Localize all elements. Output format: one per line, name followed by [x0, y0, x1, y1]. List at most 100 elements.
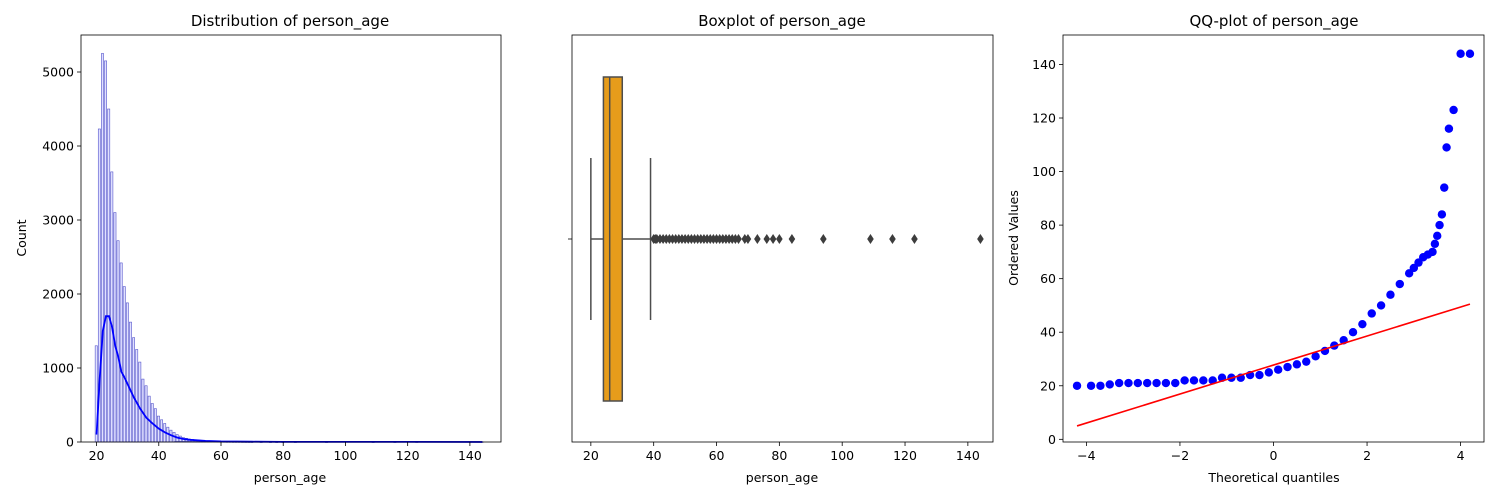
panel-distribution: Distribution of person_age 20 40 60 80 100 12…	[14, 12, 502, 485]
outlier-marker	[867, 234, 874, 244]
x-axis-label: Theoretical quantiles	[1207, 470, 1339, 485]
histogram-bar	[101, 53, 104, 443]
outlier-marker	[820, 234, 827, 244]
x-tick-label: −4	[1077, 448, 1095, 463]
y-axis-label: Count	[14, 219, 29, 256]
x-tick-label: 60	[213, 448, 229, 463]
y-tick-label: 140	[1032, 57, 1056, 72]
axes-frame	[80, 34, 502, 443]
qq-point	[1072, 381, 1082, 390]
histogram-bar	[132, 337, 135, 443]
qq-point	[1437, 210, 1447, 219]
histogram-bar	[144, 385, 148, 443]
qq-point	[1105, 380, 1114, 389]
panel-boxplot: Boxplot of person_age 20 40 60 80 100 120 140 …	[568, 12, 994, 485]
qq-point	[1199, 376, 1208, 385]
qq-point	[1433, 231, 1442, 241]
qq-point	[1292, 360, 1302, 369]
qq-point	[1386, 290, 1395, 299]
x-tick-label: −2	[1171, 448, 1189, 463]
histogram-bar	[122, 286, 126, 443]
y-tick-label: 20	[1040, 378, 1056, 393]
outlier-marker	[788, 234, 796, 244]
y-tick-label: 4000	[42, 139, 74, 154]
qq-point	[1348, 328, 1358, 337]
outlier-marker	[763, 234, 771, 244]
outlier-marker	[889, 234, 896, 244]
histogram-bar	[104, 60, 107, 443]
y-tick-label: 60	[1040, 271, 1056, 286]
plot-area: 20 40 60 80 100 120 140	[568, 76, 984, 463]
qq-point	[1273, 365, 1283, 374]
qq-point	[1096, 381, 1105, 390]
histogram-bar	[119, 262, 123, 443]
y-tick-label: 0	[66, 435, 74, 450]
kde-line	[95, 315, 483, 443]
qq-point	[1161, 378, 1171, 388]
qq-point	[1086, 381, 1096, 390]
y-tick-label: 120	[1032, 111, 1056, 126]
x-tick-label: 120	[893, 448, 917, 463]
x-axis-label: person_age	[746, 470, 819, 485]
x-tick-label: 20	[89, 448, 105, 463]
histogram-bar	[107, 108, 111, 443]
chart-title: Distribution of person_age	[191, 12, 389, 31]
qq-point	[1264, 368, 1274, 377]
outlier-marker	[754, 234, 761, 244]
x-tick-label: 0	[1270, 448, 1278, 463]
histogram-bar	[129, 321, 132, 443]
qq-point	[1171, 378, 1180, 388]
qq-point	[1440, 183, 1449, 192]
qq-point	[1442, 143, 1451, 152]
qq-point	[1444, 124, 1454, 133]
qq-point	[1133, 378, 1143, 388]
x-tick-label: 140	[956, 448, 980, 463]
y-tick-label: 5000	[42, 65, 74, 80]
qq-point	[1395, 279, 1405, 289]
qq-point	[1180, 376, 1189, 385]
qq-point	[1311, 352, 1320, 361]
histogram-bar	[125, 302, 129, 443]
qq-point	[1456, 49, 1465, 58]
x-tick-label: 100	[334, 448, 358, 463]
qq-point	[1376, 301, 1386, 310]
x-tick-label: 80	[275, 448, 291, 463]
outlier-marker	[776, 234, 783, 244]
histogram-bar	[116, 240, 120, 443]
x-tick-label: 40	[151, 448, 167, 463]
y-axis-label: Ordered Values	[1006, 190, 1021, 286]
qq-point	[1189, 376, 1199, 385]
panel-qqplot: QQ-plot of person_age −4 −2 0 2 402040608010…	[1006, 12, 1485, 485]
plot-area: 20 40 60 80 100 120 140 0 1000 2000 3000 4000 5000	[42, 53, 484, 463]
qq-point	[1428, 247, 1437, 257]
x-tick-label: 100	[830, 448, 854, 463]
histogram-bar	[135, 349, 139, 443]
x-axis-label: person_age	[254, 470, 327, 485]
outlier-marker	[977, 234, 984, 244]
y-tick-label: 100	[1032, 164, 1056, 179]
y-tick-label: 80	[1040, 218, 1056, 233]
histogram-bar	[138, 361, 142, 443]
histogram-bar	[110, 171, 114, 443]
outlier-marker	[744, 234, 752, 244]
axes-frame	[1062, 34, 1485, 443]
y-tick-label: 3000	[42, 213, 74, 228]
outlier-marker	[769, 234, 777, 244]
outlier-marker	[735, 234, 742, 244]
y-tick-label: 1000	[42, 361, 74, 376]
y-tick-label: 40	[1040, 325, 1056, 340]
qq-point	[1152, 378, 1161, 388]
x-tick-label: 20	[583, 448, 599, 463]
qq-point	[1367, 309, 1376, 318]
qq-point	[1255, 370, 1264, 380]
qq-point	[1124, 378, 1133, 388]
qq-point	[1435, 220, 1444, 230]
x-tick-label: 4	[1457, 448, 1465, 463]
histogram-bar	[113, 212, 117, 443]
x-tick-label: 140	[458, 448, 482, 463]
qq-point	[1449, 105, 1458, 115]
qq-point	[1465, 49, 1475, 58]
fit-line	[1076, 303, 1471, 427]
